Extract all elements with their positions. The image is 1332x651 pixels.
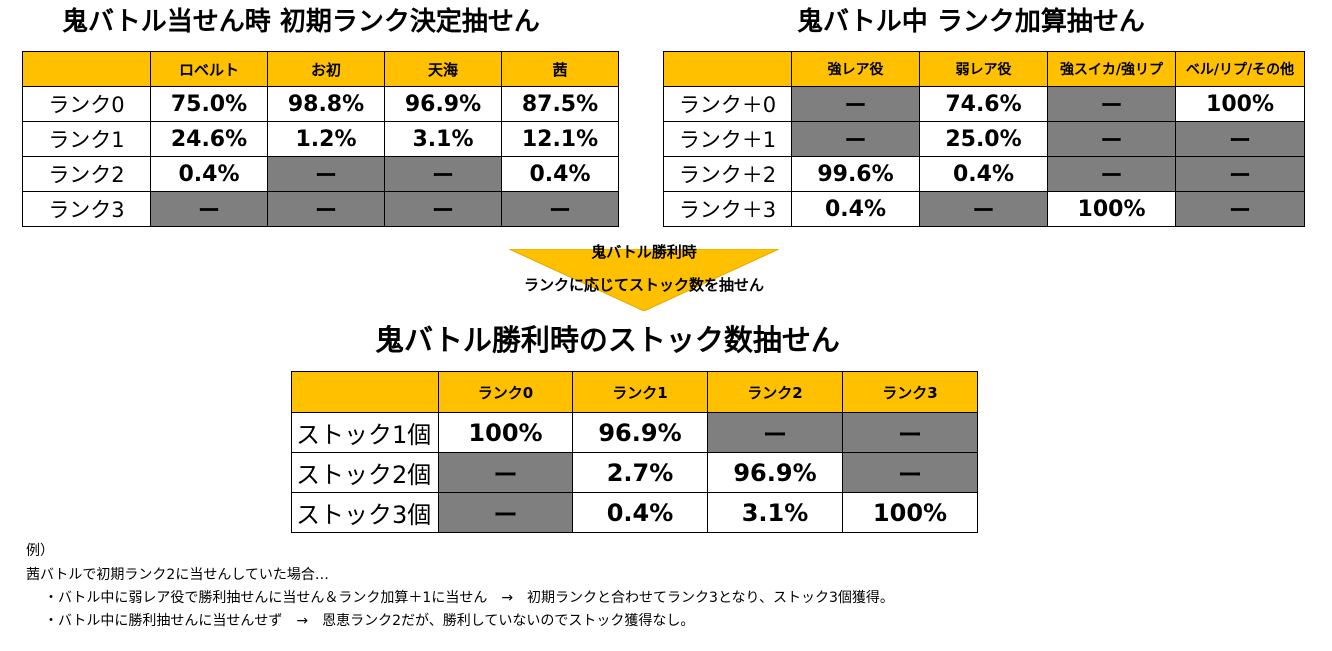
header-cell [291,371,439,413]
table-cell: 87.5% [501,86,619,122]
row-label: ランク＋3 [663,191,792,227]
row-label: ランク＋2 [663,156,792,192]
table-cell: 12.1% [501,121,619,157]
table-cell: 100% [1047,191,1176,227]
table-cell: 96.9% [572,412,708,453]
arrow-caption-line2: ランクに応じてストック数を抽せん [523,276,764,294]
table-row: ランク＋0 ー 74.6% ー 100% [663,86,1305,122]
header-cell [22,51,151,87]
stock-title: 鬼バトル勝利時のストック数抽せん [375,323,840,357]
header-cell: ランク1 [572,371,708,413]
table-header-row: ロベルト お初 天海 茜 [22,51,619,87]
table-row: ランク＋1 ー 25.0% ー ー [663,121,1305,157]
table-row: ランク1 24.6% 1.2% 3.1% 12.1% [22,121,619,157]
stock-table: ランク0 ランク1 ランク2 ランク3 ストック1個 100% 96.9% ー … [291,371,978,533]
table-row: ストック2個 ー 2.7% 96.9% ー [291,452,978,493]
header-cell: ランク0 [438,371,573,413]
table-header-row: ランク0 ランク1 ランク2 ランク3 [291,371,978,413]
header-cell: 茜 [501,51,619,87]
example-line-3: ・バトル中に勝利抽せんに当せんせず → 恩恵ランク2だが、勝利していないのでスト… [44,613,695,629]
table-cell-empty: ー [1175,156,1305,192]
arrow-caption-line1: 鬼バトル勝利時 [591,243,697,261]
row-label: ランク0 [22,86,151,122]
table-cell: 100% [438,412,573,453]
header-cell: 強スイカ/強リプ [1047,51,1176,87]
table-cell-empty: ー [791,86,920,122]
header-cell: ランク2 [707,371,843,413]
table-cell-empty: ー [1047,121,1176,157]
initial-rank-title: 鬼バトル当せん時 初期ランク決定抽せん [62,7,540,37]
row-label: ストック1個 [291,412,439,453]
table-row: ランク＋3 0.4% ー 100% ー [663,191,1305,227]
table-cell: 0.4% [919,156,1048,192]
header-cell: お初 [267,51,385,87]
row-label: ランク3 [22,191,151,227]
row-label: ストック2個 [291,452,439,493]
table-cell-empty: ー [267,191,385,227]
table-cell-empty: ー [791,121,920,157]
table-cell-empty: ー [1175,121,1305,157]
table-row: ストック1個 100% 96.9% ー ー [291,412,978,453]
header-cell [663,51,792,87]
table-cell: 25.0% [919,121,1048,157]
table-row: ランク2 0.4% ー ー 0.4% [22,156,619,192]
row-label: ランク2 [22,156,151,192]
table-cell-empty: ー [707,412,843,453]
table-row: ランク＋2 99.6% 0.4% ー ー [663,156,1305,192]
table-cell: 2.7% [572,452,708,493]
table-cell-empty: ー [267,156,385,192]
example-heading: 例） [26,543,54,559]
header-cell: 天海 [384,51,502,87]
table-row: ランク3 ー ー ー ー [22,191,619,227]
table-cell-empty: ー [384,191,502,227]
table-cell: 100% [842,492,978,533]
table-cell: 96.9% [384,86,502,122]
table-cell: 0.4% [501,156,619,192]
example-line-1: 茜バトルで初期ランク2に当せんしていた場合… [26,567,329,583]
table-cell: 1.2% [267,121,385,157]
table-cell: 3.1% [384,121,502,157]
header-cell: 弱レア役 [919,51,1048,87]
header-cell: ロベルト [150,51,268,87]
table-cell-empty: ー [501,191,619,227]
row-label: ランク＋1 [663,121,792,157]
table-cell-empty: ー [438,452,573,493]
table-cell-empty: ー [1175,191,1305,227]
table-cell-empty: ー [438,492,573,533]
row-label: ランク＋0 [663,86,792,122]
row-label: ストック3個 [291,492,439,533]
table-cell-empty: ー [1047,156,1176,192]
table-cell: 98.8% [267,86,385,122]
table-cell-empty: ー [842,412,978,453]
table-cell-empty: ー [919,191,1048,227]
example-line-2: ・バトル中に弱レア役で勝利抽せんに当せん＆ランク加算＋1に当せん → 初期ランク… [44,590,894,606]
row-label: ランク1 [22,121,151,157]
rank-add-table: 強レア役 弱レア役 強スイカ/強リプ ベル/リプ/その他 ランク＋0 ー 74.… [663,51,1305,227]
table-cell: 24.6% [150,121,268,157]
table-cell: 74.6% [919,86,1048,122]
table-row: ランク0 75.0% 98.8% 96.9% 87.5% [22,86,619,122]
table-cell: 3.1% [707,492,843,533]
table-cell: 96.9% [707,452,843,493]
table-cell: 0.4% [572,492,708,533]
table-row: ストック3個 ー 0.4% 3.1% 100% [291,492,978,533]
header-cell: ベル/リプ/その他 [1175,51,1305,87]
table-cell-empty: ー [1047,86,1176,122]
initial-rank-table: ロベルト お初 天海 茜 ランク0 75.0% 98.8% 96.9% 87.5… [22,51,619,227]
table-cell: 99.6% [791,156,920,192]
table-cell-empty: ー [384,156,502,192]
table-cell: 100% [1175,86,1305,122]
header-cell: ランク3 [842,371,978,413]
down-arrow-icon [509,249,779,311]
table-cell: 0.4% [150,156,268,192]
table-cell-empty: ー [150,191,268,227]
header-cell: 強レア役 [791,51,920,87]
table-cell: 75.0% [150,86,268,122]
rank-add-title: 鬼バトル中 ランク加算抽せん [797,7,1145,37]
table-cell: 0.4% [791,191,920,227]
table-header-row: 強レア役 弱レア役 強スイカ/強リプ ベル/リプ/その他 [663,51,1305,87]
table-cell-empty: ー [842,452,978,493]
